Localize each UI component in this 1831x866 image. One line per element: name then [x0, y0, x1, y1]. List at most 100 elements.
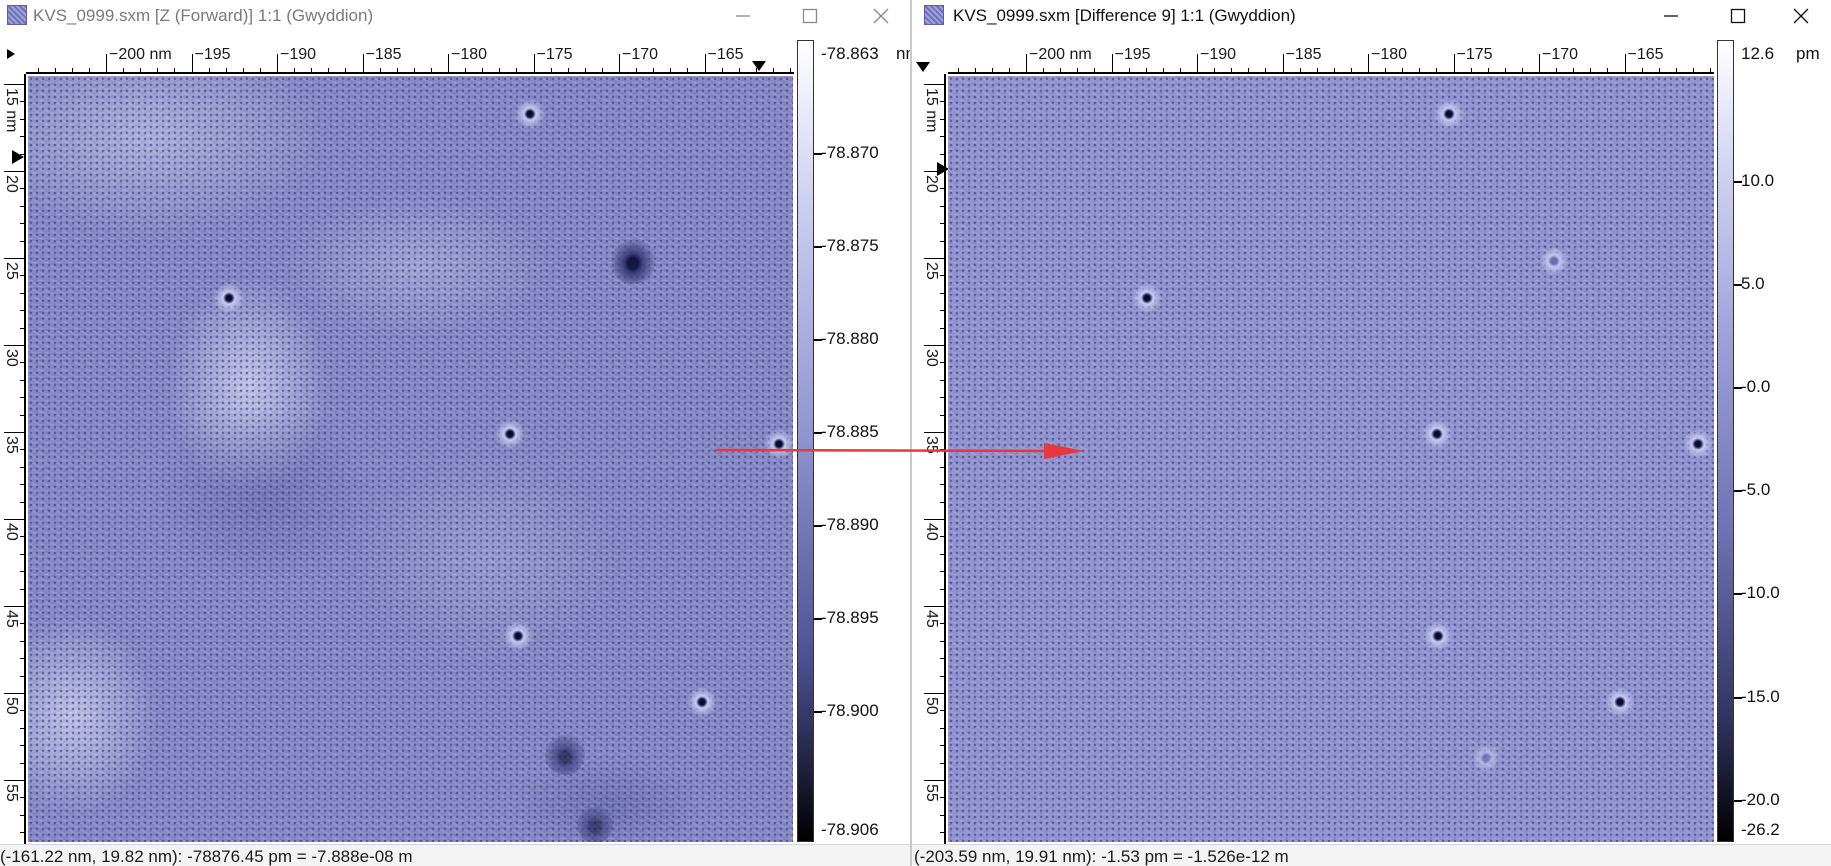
ruler-minor-tick: [940, 745, 946, 747]
ruler-major-tick: [924, 84, 946, 85]
colorbar-tick-label: -10.0: [1741, 583, 1780, 602]
ruler-minor-tick: [940, 414, 946, 416]
ruler-minor-tick: [345, 68, 347, 74]
colorbar-tick-label: -20.0: [1741, 790, 1780, 809]
surface-defect: [1539, 246, 1569, 276]
ruler-minor-tick: [242, 68, 244, 74]
left-scan-image[interactable]: [28, 76, 793, 842]
ruler-minor-tick: [20, 136, 26, 138]
ruler-minor-tick: [20, 571, 26, 573]
ruler-minor-tick: [311, 68, 313, 74]
ruler-minor-tick: [20, 640, 26, 642]
ruler-minor-tick: [379, 68, 381, 74]
left-minimize-button[interactable]: [720, 0, 766, 31]
colorbar-tick-label: -78.890: [821, 515, 879, 534]
ruler-tick-label: −195: [194, 46, 231, 63]
ruler-minor-tick: [20, 710, 26, 712]
right-statusbar: (-203.59 nm, 19.91 nm): -1.53 pm = -1.52…: [912, 844, 1831, 866]
ruler-major-tick: [1111, 54, 1113, 74]
ruler-minor-tick: [1641, 68, 1643, 74]
colorbar-tick: [814, 153, 822, 155]
right-horizontal-ruler[interactable]: −200 nm −195 −190 −185 −180 −175 −170 −165: [948, 40, 1714, 74]
colorbar-tick-label: -78.885: [821, 422, 879, 441]
ruler-minor-tick: [940, 275, 946, 277]
right-scan-image[interactable]: [948, 76, 1714, 842]
ruler-major-tick: [1026, 54, 1027, 74]
right-close-button[interactable]: [1778, 0, 1824, 31]
ruler-minor-tick: [20, 397, 26, 399]
ruler-minor-tick: [738, 68, 740, 74]
ruler-minor-tick: [940, 449, 946, 451]
ruler-minor-tick: [550, 68, 552, 74]
colorbar-tick-label: 10.0: [1741, 171, 1775, 190]
ruler-major-tick: [924, 519, 946, 520]
right-titlebar[interactable]: KVS_0999.sxm [Difference 9] 1:1 (Gwyddio…: [912, 0, 1831, 31]
ruler-minor-tick: [940, 292, 946, 294]
ruler-minor-tick: [940, 658, 946, 660]
ruler-minor-tick: [413, 68, 415, 74]
ruler-minor-tick: [1573, 68, 1575, 74]
ruler-minor-tick: [1658, 68, 1660, 74]
ruler-minor-tick: [20, 188, 26, 190]
ruler-corner-arrow-icon[interactable]: [6, 48, 16, 60]
minimize-icon: [1664, 15, 1678, 17]
ruler-major-tick: [277, 54, 278, 74]
ruler-minor-tick: [940, 762, 946, 764]
ruler-major-tick: [924, 432, 946, 433]
ruler-tick-label: 15 nm: [3, 88, 20, 133]
left-window: KVS_0999.sxm [Z (Forward)] 1:1 (Gwyddion…: [0, 0, 910, 866]
ruler-tick-label: 35: [923, 436, 940, 454]
right-window-title: KVS_0999.sxm [Difference 9] 1:1 (Gwyddio…: [953, 6, 1296, 25]
right-vertical-ruler[interactable]: 15 nm 20 25 30 35 40 45 50 55: [920, 74, 946, 844]
right-minimize-button[interactable]: [1648, 0, 1694, 31]
ruler-minor-tick: [20, 292, 26, 294]
ruler-major-tick: [924, 258, 946, 259]
ruler-minor-tick: [1214, 68, 1216, 74]
ruler-tick-label: −165: [1627, 46, 1664, 63]
ruler-minor-tick: [20, 466, 26, 468]
ruler-minor-tick: [1008, 68, 1010, 74]
ruler-major-tick: [362, 54, 364, 74]
ruler-minor-tick: [1265, 68, 1267, 74]
ruler-minor-tick: [974, 68, 976, 74]
ruler-minor-tick: [20, 449, 26, 451]
ruler-tick-label: 25: [3, 262, 20, 280]
ruler-minor-tick: [20, 223, 26, 225]
colorbar-tick: [814, 711, 822, 713]
ruler-major-tick: [1539, 54, 1540, 74]
ruler-minor-tick: [940, 814, 946, 816]
ruler-tick-label: 50: [923, 697, 940, 715]
ruler-minor-tick: [20, 501, 26, 503]
colorbar-tick: [814, 525, 822, 527]
ruler-tick-label: −185: [365, 46, 402, 63]
ruler-minor-tick: [123, 68, 125, 74]
left-vertical-ruler[interactable]: 15 nm 20 25 30 35 40 45 50 55: [0, 74, 26, 844]
ruler-minor-tick: [940, 484, 946, 486]
surface-defect: [764, 429, 793, 459]
ruler-minor-tick: [940, 136, 946, 138]
ruler-minor-tick: [20, 623, 26, 625]
ruler-minor-tick: [1436, 68, 1438, 74]
ruler-corner-arrow-icon[interactable]: [916, 62, 930, 72]
ruler-major-tick: [448, 54, 449, 74]
ruler-minor-tick: [208, 68, 210, 74]
ruler-minor-tick: [465, 68, 467, 74]
ruler-minor-tick: [940, 536, 946, 538]
maximize-icon: [1730, 8, 1746, 24]
left-horizontal-ruler[interactable]: −200 nm −195 −190 −185 −180 −175 −170 −165: [26, 40, 794, 74]
left-close-button[interactable]: [858, 0, 904, 31]
ruler-minor-tick: [1504, 68, 1506, 74]
left-maximize-button[interactable]: [787, 0, 833, 31]
ruler-minor-tick: [940, 640, 946, 642]
ruler-minor-tick: [1521, 68, 1523, 74]
colorbar-tick: [814, 432, 822, 434]
left-titlebar[interactable]: KVS_0999.sxm [Z (Forward)] 1:1 (Gwyddion…: [0, 0, 910, 31]
ruler-minor-tick: [940, 675, 946, 677]
ruler-major-tick: [4, 345, 26, 346]
right-maximize-button[interactable]: [1715, 0, 1761, 31]
vruler-position-marker-icon: [937, 162, 949, 176]
ruler-minor-tick: [940, 379, 946, 381]
ruler-minor-tick: [1299, 68, 1301, 74]
ruler-major-tick: [106, 54, 107, 74]
colorbar-tick: [814, 246, 822, 248]
